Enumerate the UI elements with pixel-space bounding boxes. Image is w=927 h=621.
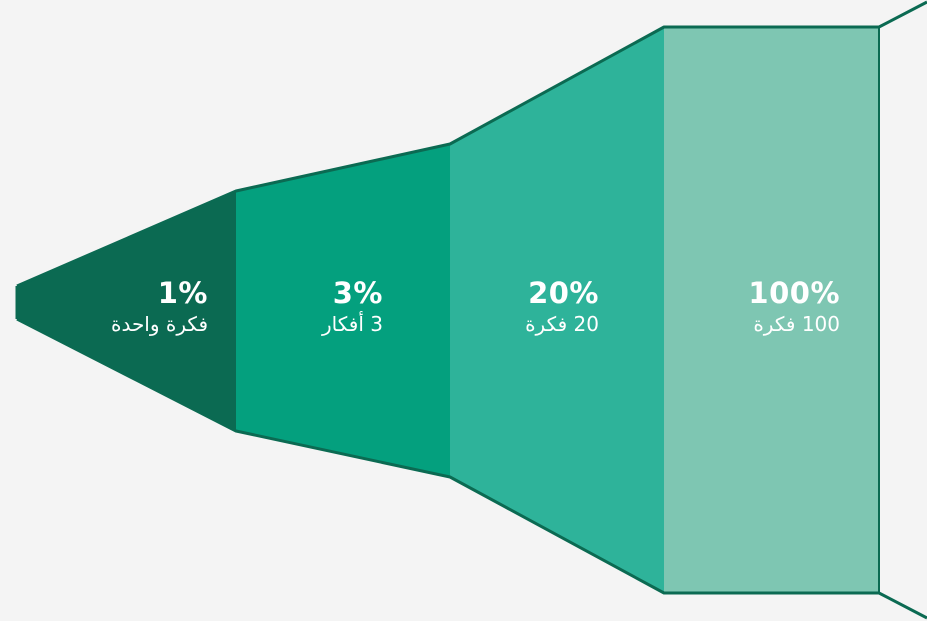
- stage-label-1pct: 1% فكرة واحدة: [111, 276, 208, 338]
- funnel-bottom-outline: [16, 317, 927, 620]
- stage-percent-3: 3%: [332, 276, 383, 310]
- stage-percent-100: 100%: [748, 276, 840, 310]
- funnel-stage-3pct: [236, 144, 450, 477]
- funnel-stage-100pct: [664, 27, 879, 593]
- funnel-stage-1pct: [17, 191, 236, 431]
- stage-caption-20: 20 فكرة: [525, 312, 599, 336]
- stage-label-100pct: 100% 100 فكرة: [748, 276, 840, 338]
- stage-caption-3: 3 أفكار: [321, 312, 383, 336]
- funnel-stage-20pct: [450, 27, 664, 593]
- stage-caption-1: فكرة واحدة: [110, 312, 208, 336]
- stage-label-20pct: 20% 20 فكرة: [525, 276, 599, 338]
- stage-percent-1: 1%: [157, 276, 208, 310]
- funnel-top-outline: [16, 0, 927, 288]
- stage-percent-20: 20%: [528, 276, 599, 310]
- stage-caption-100: 100 فكرة: [753, 312, 840, 336]
- stage-label-3pct: 3% 3 أفكار: [322, 276, 383, 338]
